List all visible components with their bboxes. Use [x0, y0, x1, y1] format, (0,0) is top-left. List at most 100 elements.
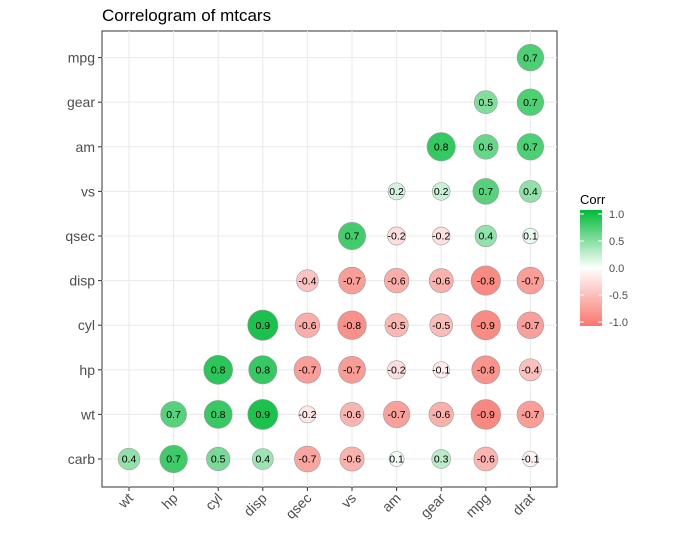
cell-qsec-carb: -0.7: [294, 445, 321, 473]
cell-vs-qsec: 0.7: [338, 222, 366, 250]
correlation-circle: [426, 132, 456, 162]
cell-am-cyl: -0.5: [384, 313, 409, 338]
correlation-circle: [206, 446, 231, 472]
cell-mpg-wt: -0.9: [470, 399, 501, 430]
correlation-label: -0.7: [343, 275, 361, 287]
correlation-label: 0.8: [211, 365, 226, 377]
x-tick-label: hp: [158, 490, 180, 512]
cell-am-hp: -0.2: [387, 360, 407, 380]
correlation-circle: [388, 451, 405, 467]
correlation-circle: [203, 355, 233, 385]
cell-drat-hp: -0.4: [519, 358, 542, 382]
correlation-circle: [337, 310, 367, 340]
correlation-circle: [470, 310, 501, 341]
correlation-circle: [472, 178, 500, 205]
correlation-circle: [470, 399, 501, 430]
cell-drat-qsec: 0.1: [522, 227, 539, 245]
correlation-label: 0.8: [255, 365, 270, 377]
cell-am-vs: 0.2: [387, 182, 406, 201]
correlation-circle: [428, 401, 454, 427]
cell-hp-wt: 0.7: [160, 401, 187, 428]
correlation-label: -0.4: [298, 275, 316, 287]
correlation-label: -0.6: [298, 320, 316, 332]
correlation-label: -0.7: [343, 365, 361, 377]
cell-disp-cyl: 0.9: [247, 309, 279, 341]
correlation-label: 0.7: [523, 142, 538, 154]
legend-tick-label: 0.5: [609, 236, 624, 248]
correlation-label: -0.6: [388, 275, 406, 287]
correlation-circle: [338, 222, 366, 250]
cell-mpg-qsec: 0.4: [474, 224, 497, 248]
correlation-label: -0.7: [298, 454, 316, 466]
correlation-circle: [473, 134, 499, 160]
cell-am-qsec: -0.2: [387, 226, 406, 246]
y-tick-label: vs: [81, 183, 95, 199]
x-tick-label: vs: [338, 490, 359, 511]
correlation-label: 0.1: [523, 231, 538, 243]
correlation-label: 0.4: [523, 186, 538, 198]
correlation-label: 0.8: [211, 409, 226, 421]
cell-mpg-hp: -0.8: [471, 355, 501, 385]
cell-drat-gear: 0.7: [516, 88, 545, 116]
correlation-circle: [293, 356, 322, 384]
correlation-label: 0.7: [478, 186, 493, 198]
x-tick-label: mpg: [462, 490, 493, 521]
cell-cyl-wt: 0.8: [203, 400, 233, 429]
cell-drat-vs: 0.4: [519, 180, 542, 203]
correlation-circle: [516, 266, 545, 295]
cell-gear-qsec: -0.2: [432, 226, 450, 246]
correlation-label: -0.9: [477, 409, 495, 421]
correlation-label: -0.2: [388, 231, 406, 243]
legend-tick-label: -1.0: [609, 317, 628, 329]
correlation-cells: 0.7 0.5 0.7 0.8 0.6 0.7 0.2 0.2 0.7 0.4 0.7 -0.2 -0.…: [117, 43, 545, 474]
correlation-circle: [384, 313, 409, 338]
cell-drat-wt: -0.7: [516, 400, 545, 429]
x-tick-label: am: [379, 490, 404, 515]
cell-hp-carb: 0.7: [159, 444, 188, 474]
x-axis: wt hp cyl disp qsec vs am gear mpg drat: [114, 487, 538, 522]
cell-drat-cyl: -0.7: [516, 311, 545, 339]
cell-mpg-cyl: -0.9: [470, 310, 501, 341]
cell-qsec-hp: -0.7: [293, 356, 322, 384]
x-tick-label: disp: [240, 490, 270, 520]
x-tick-label: wt: [114, 490, 136, 512]
y-tick-label: disp: [69, 273, 95, 289]
correlation-label: -0.8: [343, 320, 361, 332]
correlation-label: 0.2: [434, 186, 449, 198]
cell-qsec-wt: -0.2: [298, 405, 317, 424]
correlation-label: -0.6: [432, 409, 450, 421]
correlation-circle: [383, 267, 410, 294]
correlation-circle: [117, 447, 141, 471]
correlation-label: 0.9: [255, 409, 270, 421]
correlation-circle: [519, 180, 542, 203]
correlation-label: 0.7: [166, 409, 181, 421]
x-tick-label: gear: [417, 490, 448, 521]
correlation-circle: [298, 405, 317, 424]
correlation-label: -0.8: [477, 365, 495, 377]
correlation-label: 0.5: [211, 454, 226, 466]
correlation-label: -0.7: [388, 409, 406, 421]
chart-title: Correlogram of mtcars: [102, 6, 271, 25]
correlation-circle: [251, 448, 274, 470]
cell-gear-carb: 0.3: [431, 449, 451, 469]
legend-colorbar: [580, 210, 602, 326]
x-tick-label: drat: [509, 490, 537, 518]
correlation-circle: [516, 88, 545, 116]
cell-vs-hp: -0.7: [338, 356, 366, 384]
correlation-circle: [160, 401, 187, 428]
correlation-label: 0.2: [389, 186, 404, 198]
correlation-circle: [387, 226, 406, 246]
correlation-label: 0.5: [478, 97, 493, 109]
correlation-circle: [159, 444, 188, 474]
correlation-circle: [203, 400, 233, 429]
correlation-circle: [522, 227, 539, 245]
y-tick-label: gear: [67, 94, 95, 110]
cell-drat-carb: -0.1: [521, 450, 540, 468]
cell-mpg-vs: 0.7: [472, 178, 500, 205]
correlation-circle: [338, 356, 366, 384]
cell-gear-hp: -0.1: [432, 361, 450, 379]
correlation-circle: [432, 182, 451, 201]
correlation-circle: [248, 355, 278, 385]
cell-gear-cyl: -0.5: [429, 313, 453, 337]
